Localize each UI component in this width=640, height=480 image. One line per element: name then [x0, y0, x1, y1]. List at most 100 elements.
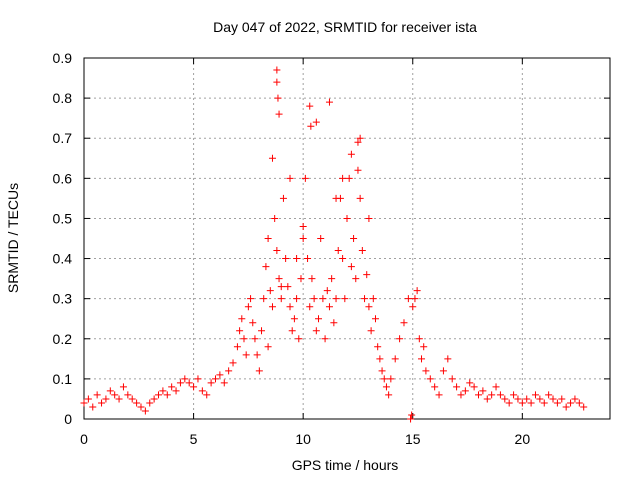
data-point	[332, 295, 340, 303]
data-point	[580, 403, 588, 411]
data-point	[527, 399, 535, 407]
data-point	[347, 263, 355, 271]
data-point	[567, 399, 575, 407]
data-point	[319, 295, 327, 303]
data-point	[133, 399, 141, 407]
data-point	[380, 375, 388, 383]
data-point	[341, 295, 349, 303]
data-point	[400, 319, 408, 327]
data-point	[514, 395, 522, 403]
data-point	[371, 315, 379, 323]
data-point	[448, 375, 456, 383]
data-point	[387, 375, 395, 383]
data-point	[323, 287, 331, 295]
data-point	[352, 275, 360, 283]
data-point	[426, 375, 434, 383]
data-point	[453, 383, 461, 391]
data-point	[159, 387, 167, 395]
data-point	[523, 395, 531, 403]
data-point	[190, 383, 198, 391]
data-point	[496, 391, 504, 399]
data-point	[185, 379, 193, 387]
data-point	[251, 335, 259, 343]
data-point	[233, 343, 241, 351]
data-point	[356, 134, 364, 142]
data-point	[332, 194, 340, 202]
data-point	[409, 303, 417, 311]
data-point	[492, 383, 500, 391]
data-point	[273, 247, 281, 255]
data-point	[415, 335, 423, 343]
data-point	[288, 327, 296, 335]
data-point	[297, 275, 305, 283]
data-point	[466, 379, 474, 387]
data-point	[273, 78, 281, 86]
data-point	[168, 383, 176, 391]
data-point	[238, 315, 246, 323]
data-point	[249, 319, 257, 327]
data-point	[172, 387, 180, 395]
data-point	[98, 399, 106, 407]
data-point	[325, 98, 333, 106]
data-point	[356, 194, 364, 202]
data-point	[163, 391, 171, 399]
data-point	[347, 150, 355, 158]
data-point	[80, 399, 88, 407]
x-tick-label: 0	[80, 431, 88, 447]
data-point	[475, 391, 482, 399]
data-point	[258, 327, 266, 335]
data-point	[325, 303, 333, 311]
data-point	[358, 247, 366, 255]
data-point	[444, 355, 452, 363]
data-points	[80, 66, 588, 423]
data-point	[321, 335, 329, 343]
data-point	[422, 367, 430, 375]
data-point	[89, 403, 97, 411]
data-point	[225, 367, 233, 375]
data-point	[501, 395, 509, 403]
data-point	[488, 391, 496, 399]
data-point	[439, 367, 447, 375]
data-point	[242, 351, 250, 359]
data-point	[510, 391, 518, 399]
data-point	[115, 395, 123, 403]
data-point	[181, 375, 189, 383]
data-point	[339, 255, 347, 263]
data-point	[155, 391, 163, 399]
data-point	[274, 94, 282, 102]
y-tick-label: 0.6	[53, 170, 73, 186]
data-point	[102, 395, 110, 403]
data-point	[562, 403, 570, 411]
y-tick-label: 0.1	[53, 371, 73, 387]
data-point	[435, 391, 443, 399]
data-point	[376, 355, 384, 363]
data-point	[531, 391, 539, 399]
data-point	[483, 395, 491, 403]
data-point	[369, 295, 377, 303]
data-point	[150, 395, 158, 403]
data-point	[334, 247, 342, 255]
data-point	[307, 122, 315, 130]
y-tick-label: 0.7	[53, 130, 73, 146]
data-point	[553, 399, 561, 407]
data-point	[382, 383, 390, 391]
data-point	[571, 395, 579, 403]
data-point	[365, 214, 373, 222]
data-point	[306, 303, 314, 311]
data-point	[413, 287, 421, 295]
data-point	[236, 327, 244, 335]
data-point	[290, 315, 298, 323]
data-point	[354, 166, 362, 174]
x-tick-label: 5	[190, 431, 198, 447]
data-point	[284, 283, 292, 291]
data-point	[479, 387, 487, 395]
plot-frame	[83, 57, 611, 420]
data-point	[391, 355, 399, 363]
data-point	[505, 399, 513, 407]
data-point	[549, 395, 557, 403]
data-point	[408, 411, 416, 419]
data-point	[106, 387, 114, 395]
data-point	[207, 379, 215, 387]
data-point	[431, 383, 439, 391]
